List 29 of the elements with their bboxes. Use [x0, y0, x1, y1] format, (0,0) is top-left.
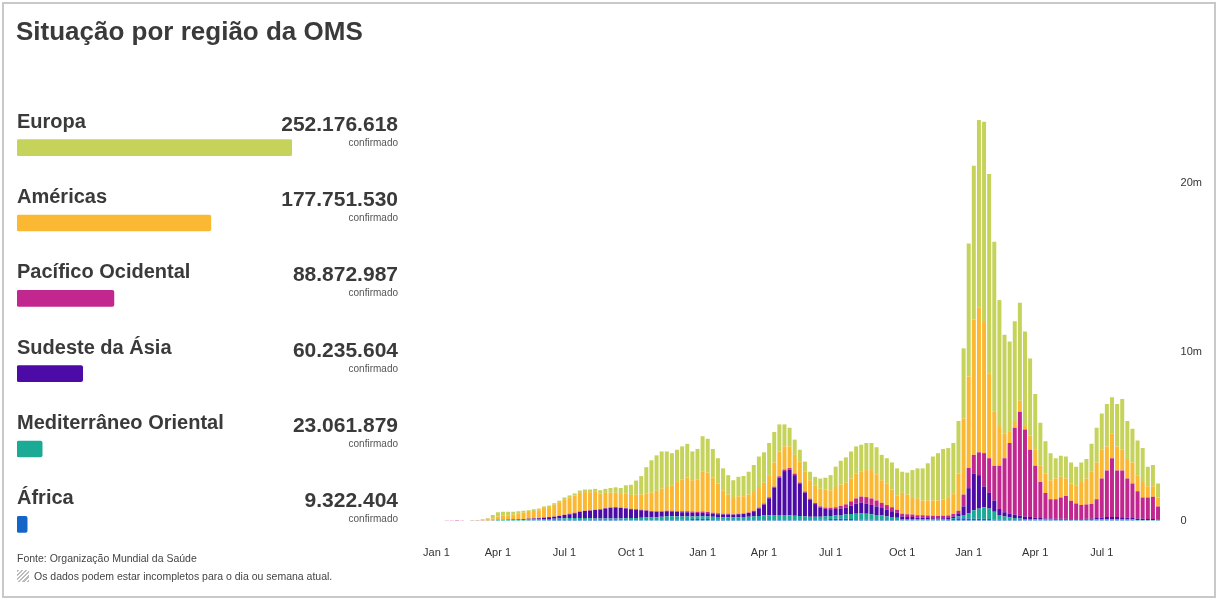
y-tick-label: Mediterrâneo Oriental	[17, 411, 224, 433]
chart-title: Situação por região da OMS	[16, 16, 363, 47]
x-tick-label: Jan 1	[955, 546, 983, 559]
y-tick-label: Sudeste da Ásia	[17, 335, 173, 358]
y-tick-label: Europa	[17, 109, 87, 132]
text: Os dados podem estar incompletos para o dia ou semana atual.	[34, 570, 333, 582]
data-label: 252.176.618 confirmado	[281, 111, 399, 148]
y-tick-label: 20m	[1180, 175, 1203, 188]
x-tick-label: Apr 1	[750, 546, 778, 559]
x-tick-label: Oct 1	[889, 546, 916, 559]
x-tick-label: Jan 1	[423, 546, 450, 559]
source-note: Fonte: Organização Mundial da Saúde	[17, 552, 197, 564]
data-label: 9.322.404 confirmado	[304, 488, 399, 525]
x-tick-label: Jul 1	[818, 546, 843, 559]
data-label: 60.235.604 confirmado	[292, 337, 399, 374]
data-label: 177.751.530 confirmado	[281, 187, 399, 223]
y-tick-label: Pacífico Ocidental	[17, 260, 191, 283]
y-tick-label: Américas	[17, 185, 108, 207]
x-tick-label: Oct 1	[617, 546, 645, 559]
data-label: 23.061.879 confirmado	[292, 413, 399, 449]
data-label: 88.872.987 confirmado	[292, 262, 399, 299]
y-tick-label: África	[17, 486, 75, 509]
y-tick-label: 10m	[1180, 344, 1203, 357]
x-tick-label: Jan 1	[689, 546, 717, 559]
y-tick-label: 0	[1180, 513, 1187, 526]
x-tick-label: Jul 1	[552, 546, 577, 559]
x-tick-label: Apr 1	[484, 546, 512, 559]
x-tick-label: Jul 1	[1090, 546, 1114, 559]
x-tick-label: Apr 1	[1022, 546, 1049, 559]
